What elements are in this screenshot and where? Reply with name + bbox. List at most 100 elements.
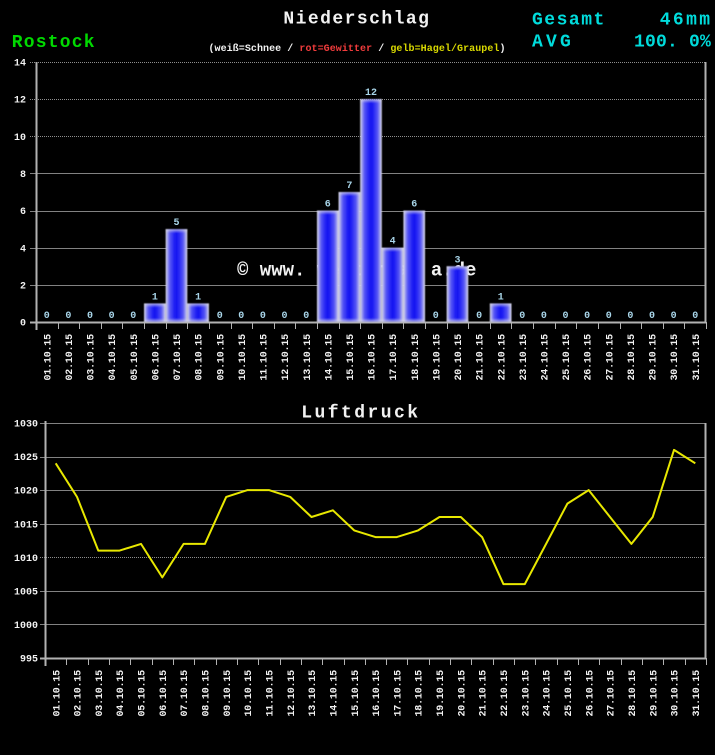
svg-text:12: 12: [365, 88, 377, 99]
svg-text:10.10.15: 10.10.15: [244, 670, 255, 717]
svg-text:01.10.15: 01.10.15: [52, 670, 63, 717]
svg-text:Gesamt: Gesamt: [532, 11, 606, 31]
svg-text:21.10.15: 21.10.15: [479, 670, 490, 717]
svg-text:5: 5: [173, 218, 179, 229]
svg-text:11.10.15: 11.10.15: [260, 334, 271, 381]
svg-text:22.10.15: 22.10.15: [497, 334, 508, 381]
svg-text:30.10.15: 30.10.15: [670, 334, 681, 381]
svg-text:16.10.15: 16.10.15: [372, 670, 383, 717]
svg-text:07.10.15: 07.10.15: [180, 670, 191, 717]
svg-text:0: 0: [584, 311, 590, 322]
svg-text:10.10.15: 10.10.15: [238, 334, 249, 381]
svg-text:28.10.15: 28.10.15: [627, 334, 638, 381]
svg-text:Rostock: Rostock: [12, 33, 96, 53]
svg-text:0: 0: [44, 311, 50, 322]
svg-text:1005: 1005: [14, 587, 38, 598]
svg-text:Niederschlag: Niederschlag: [283, 10, 430, 30]
svg-text:1: 1: [195, 292, 201, 303]
svg-text:19.10.15: 19.10.15: [432, 334, 443, 381]
svg-text:09.10.15: 09.10.15: [223, 670, 234, 717]
svg-text:12.10.15: 12.10.15: [281, 334, 292, 381]
svg-text:4: 4: [390, 237, 396, 248]
svg-text:03.10.15: 03.10.15: [95, 670, 106, 717]
svg-text:0: 0: [87, 311, 93, 322]
svg-text:Luftdruck: Luftdruck: [301, 403, 420, 423]
svg-text:02.10.15: 02.10.15: [65, 334, 76, 381]
svg-text:1000: 1000: [14, 621, 38, 632]
svg-text:16.10.15: 16.10.15: [368, 334, 379, 381]
svg-text:27.10.15: 27.10.15: [605, 334, 616, 381]
svg-text:15.10.15: 15.10.15: [346, 334, 357, 381]
svg-text:0: 0: [671, 311, 677, 322]
svg-text:06.10.15: 06.10.15: [152, 334, 163, 381]
svg-text:1: 1: [498, 292, 504, 303]
svg-text:0: 0: [238, 311, 244, 322]
svg-text:04.10.15: 04.10.15: [108, 334, 119, 381]
svg-text:14.10.15: 14.10.15: [324, 334, 335, 381]
svg-text:4: 4: [20, 244, 26, 255]
svg-text:29.10.15: 29.10.15: [649, 670, 660, 717]
svg-text:22.10.15: 22.10.15: [500, 670, 511, 717]
svg-text:100. 0%: 100. 0%: [634, 33, 711, 53]
svg-text:24.10.15: 24.10.15: [541, 334, 552, 381]
svg-text:(weiß=Schnee / rot=Gewitter /: (weiß=Schnee / rot=Gewitter / gelb=Hagel…: [209, 43, 506, 55]
svg-text:31.10.15: 31.10.15: [692, 670, 703, 717]
svg-text:23.10.15: 23.10.15: [519, 334, 530, 381]
svg-text:0: 0: [476, 311, 482, 322]
svg-text:01.10.15: 01.10.15: [43, 334, 54, 381]
svg-text:1025: 1025: [14, 453, 38, 464]
svg-text:28.10.15: 28.10.15: [628, 670, 639, 717]
svg-text:0: 0: [303, 311, 309, 322]
svg-text:12: 12: [14, 96, 26, 107]
svg-text:0: 0: [541, 311, 547, 322]
svg-text:0: 0: [606, 311, 612, 322]
svg-text:1020: 1020: [14, 487, 38, 498]
svg-text:0: 0: [281, 311, 287, 322]
svg-text:0: 0: [20, 319, 26, 330]
svg-text:05.10.15: 05.10.15: [138, 670, 149, 717]
svg-text:21.10.15: 21.10.15: [476, 334, 487, 381]
svg-text:46mm: 46mm: [660, 11, 713, 31]
svg-text:14: 14: [14, 59, 26, 70]
svg-text:0: 0: [260, 311, 266, 322]
svg-text:09.10.15: 09.10.15: [216, 334, 227, 381]
svg-text:1: 1: [152, 292, 158, 303]
svg-text:0: 0: [109, 311, 115, 322]
svg-text:AVG: AVG: [532, 33, 574, 53]
svg-text:07.10.15: 07.10.15: [173, 334, 184, 381]
svg-text:19.10.15: 19.10.15: [436, 670, 447, 717]
svg-text:30.10.15: 30.10.15: [671, 670, 682, 717]
svg-text:0: 0: [217, 311, 223, 322]
svg-text:08.10.15: 08.10.15: [195, 334, 206, 381]
svg-text:6: 6: [411, 200, 417, 211]
svg-text:17.10.15: 17.10.15: [389, 334, 400, 381]
svg-text:06.10.15: 06.10.15: [159, 670, 170, 717]
svg-text:15.10.15: 15.10.15: [351, 670, 362, 717]
svg-text:13.10.15: 13.10.15: [308, 670, 319, 717]
svg-text:995: 995: [20, 655, 38, 666]
svg-text:11.10.15: 11.10.15: [266, 670, 277, 717]
svg-text:6: 6: [325, 200, 331, 211]
svg-text:02.10.15: 02.10.15: [74, 670, 85, 717]
svg-text:0: 0: [65, 311, 71, 322]
svg-text:31.10.15: 31.10.15: [692, 334, 703, 381]
svg-text:24.10.15: 24.10.15: [543, 670, 554, 717]
svg-text:26.10.15: 26.10.15: [585, 670, 596, 717]
svg-text:13.10.15: 13.10.15: [303, 334, 314, 381]
svg-text:7: 7: [346, 181, 352, 192]
svg-text:14.10.15: 14.10.15: [330, 670, 341, 717]
svg-text:0: 0: [130, 311, 136, 322]
svg-text:26.10.15: 26.10.15: [584, 334, 595, 381]
svg-text:6: 6: [20, 207, 26, 218]
svg-text:20.10.15: 20.10.15: [454, 334, 465, 381]
svg-text:0: 0: [649, 311, 655, 322]
svg-text:25.10.15: 25.10.15: [564, 670, 575, 717]
svg-text:0: 0: [562, 311, 568, 322]
svg-text:25.10.15: 25.10.15: [562, 334, 573, 381]
svg-text:29.10.15: 29.10.15: [649, 334, 660, 381]
svg-text:18.10.15: 18.10.15: [411, 334, 422, 381]
svg-text:2: 2: [20, 281, 26, 292]
svg-text:1010: 1010: [14, 554, 38, 565]
svg-text:8: 8: [20, 170, 26, 181]
svg-text:20.10.15: 20.10.15: [457, 670, 468, 717]
